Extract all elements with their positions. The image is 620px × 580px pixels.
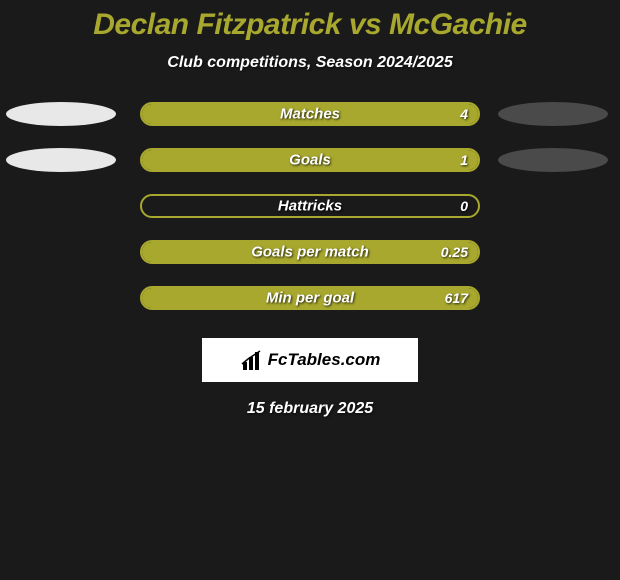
page-title: Declan Fitzpatrick vs McGachie [0, 0, 620, 42]
stat-row: Goals per match 0.25 [0, 240, 620, 264]
chart-icon [240, 350, 264, 370]
stat-label: Min per goal [266, 290, 354, 307]
stat-bar: Goals 1 [140, 148, 480, 172]
stat-label: Goals per match [251, 244, 369, 261]
stat-value: 4 [460, 106, 468, 122]
subtitle: Club competitions, Season 2024/2025 [0, 54, 620, 72]
stat-bar: Min per goal 617 [140, 286, 480, 310]
date-text: 15 february 2025 [0, 400, 620, 418]
stats-bars-area: Matches 4 Goals 1 Hattricks 0 Goals per match 0… [0, 102, 620, 310]
stat-row: Min per goal 617 [0, 286, 620, 310]
accent-ellipse-left [6, 148, 116, 172]
stat-label: Matches [280, 106, 340, 123]
stat-value: 0.25 [441, 244, 468, 260]
accent-ellipse-right [498, 102, 608, 126]
stat-value: 617 [445, 290, 468, 306]
stat-bar: Matches 4 [140, 102, 480, 126]
stat-row: Matches 4 [0, 102, 620, 126]
stat-label: Goals [289, 152, 331, 169]
logo: FcTables.com [240, 350, 381, 370]
logo-text: FcTables.com [268, 350, 381, 370]
stat-label: Hattricks [278, 198, 342, 215]
stat-value: 1 [460, 152, 468, 168]
stat-row: Hattricks 0 [0, 194, 620, 218]
accent-ellipse-left [6, 102, 116, 126]
logo-box: FcTables.com [202, 338, 418, 382]
accent-ellipse-right [498, 148, 608, 172]
stat-row: Goals 1 [0, 148, 620, 172]
stat-value: 0 [460, 198, 468, 214]
stat-bar: Goals per match 0.25 [140, 240, 480, 264]
stat-bar: Hattricks 0 [140, 194, 480, 218]
